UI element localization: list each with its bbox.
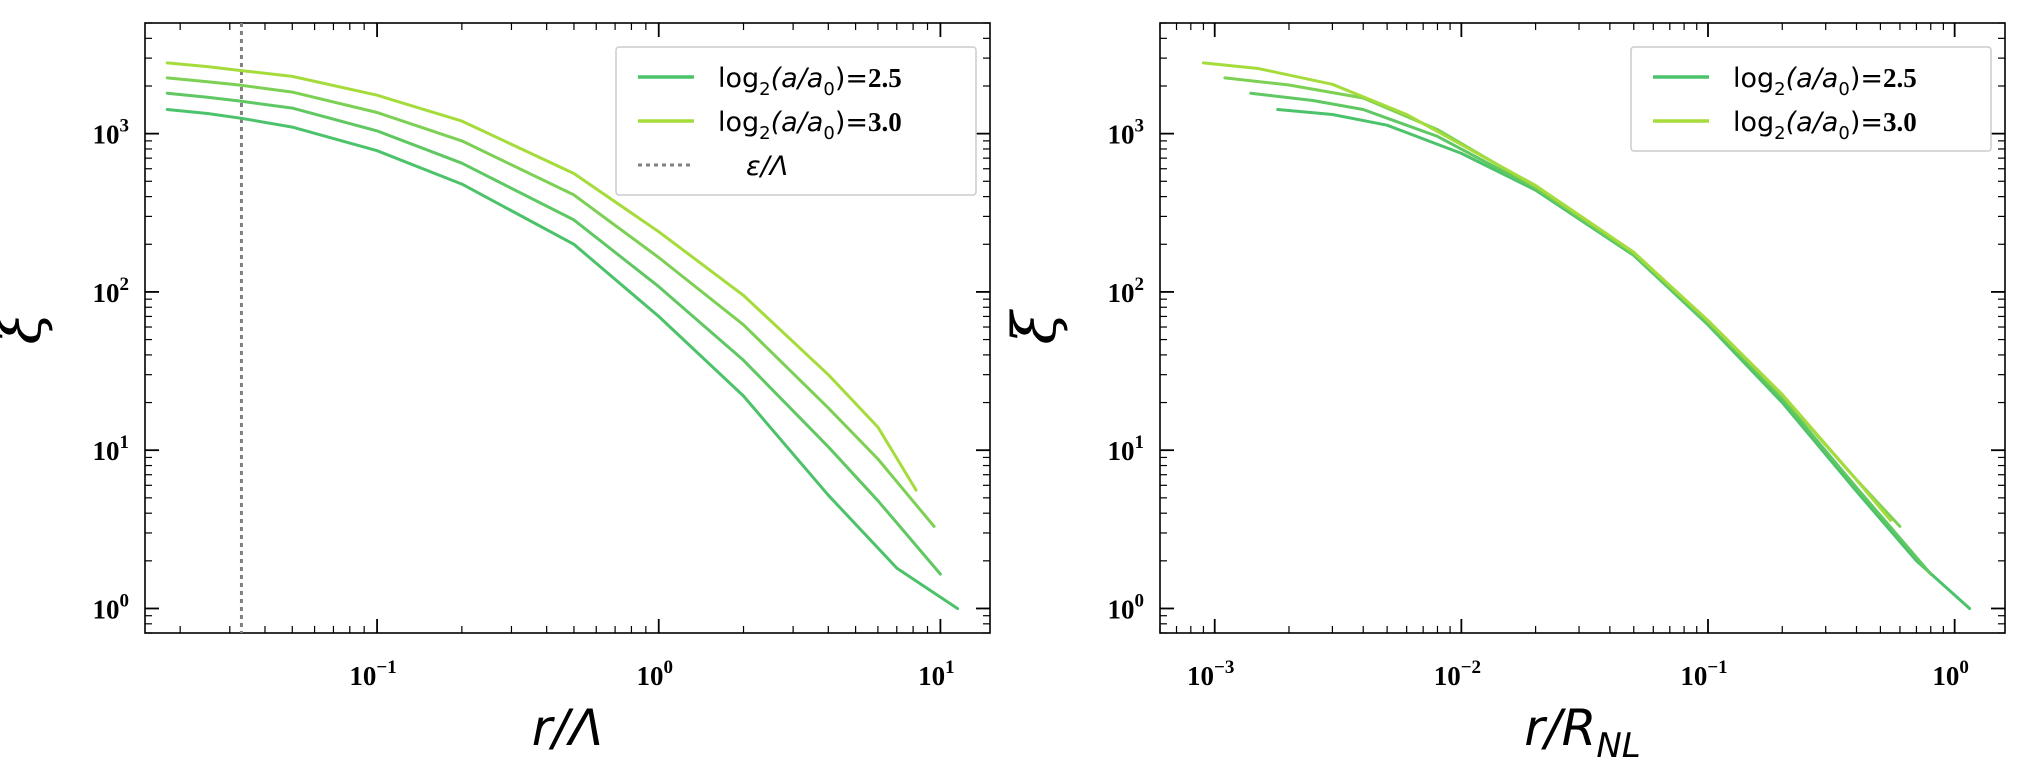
series-line-4 — [165, 61, 918, 492]
plot-frame — [144, 22, 991, 634]
x-tick-label: 10−2 — [1434, 657, 1481, 691]
y-tick-label: 102 — [1108, 274, 1145, 308]
x-tick-label: 101 — [918, 657, 955, 691]
chart-panel-2: 10−3 10−2 10−1 100 100 101 102 103 r/RNL ξ log2(a/… — [1000, 22, 2006, 766]
y-tick-label: 101 — [93, 432, 130, 466]
x-tick-label: 100 — [636, 657, 673, 691]
x-axis-label: r/Λ — [532, 699, 604, 757]
y-tick-label: 103 — [1108, 116, 1145, 150]
x-tick-label: 10−1 — [1680, 657, 1727, 691]
chart-panel-1: 10−1 100 101 100 101 102 103 r/Λ ξ log2(a/a0)=2.5… — [0, 22, 991, 757]
y-tick-label: 100 — [93, 590, 130, 624]
series-line-3 — [165, 76, 936, 528]
series-line-1 — [165, 108, 959, 610]
series-line-1 — [1276, 108, 1972, 610]
series-line-2 — [1249, 91, 1933, 576]
series-line-2 — [165, 91, 942, 576]
legend-label: log2(a/a0)=3.0 — [718, 107, 902, 144]
x-axis-label: r/RNL — [1524, 699, 1641, 766]
y-axis-label: ξ — [1000, 309, 1070, 345]
legend-label: log2(a/a0)=2.5 — [1733, 63, 1917, 100]
plot-frame — [1159, 22, 2006, 634]
legend-label: log2(a/a0)=3.0 — [1733, 107, 1917, 144]
x-tick-label: 10−3 — [1187, 657, 1234, 691]
x-tick-label: 100 — [1932, 657, 1969, 691]
y-tick-label: 101 — [1108, 432, 1145, 466]
y-tick-label: 102 — [93, 274, 130, 308]
y-tick-label: 100 — [1108, 590, 1145, 624]
y-axis-label: ξ — [0, 309, 55, 345]
legend-box — [615, 46, 977, 196]
x-tick-label: 10−1 — [349, 657, 396, 691]
series-line-4 — [1201, 61, 1893, 522]
legend-box — [1630, 46, 1992, 152]
legend-label: log2(a/a0)=2.5 — [718, 63, 902, 100]
y-tick-label: 103 — [93, 116, 130, 150]
legend-label-vline: ε/Λ — [746, 151, 788, 182]
